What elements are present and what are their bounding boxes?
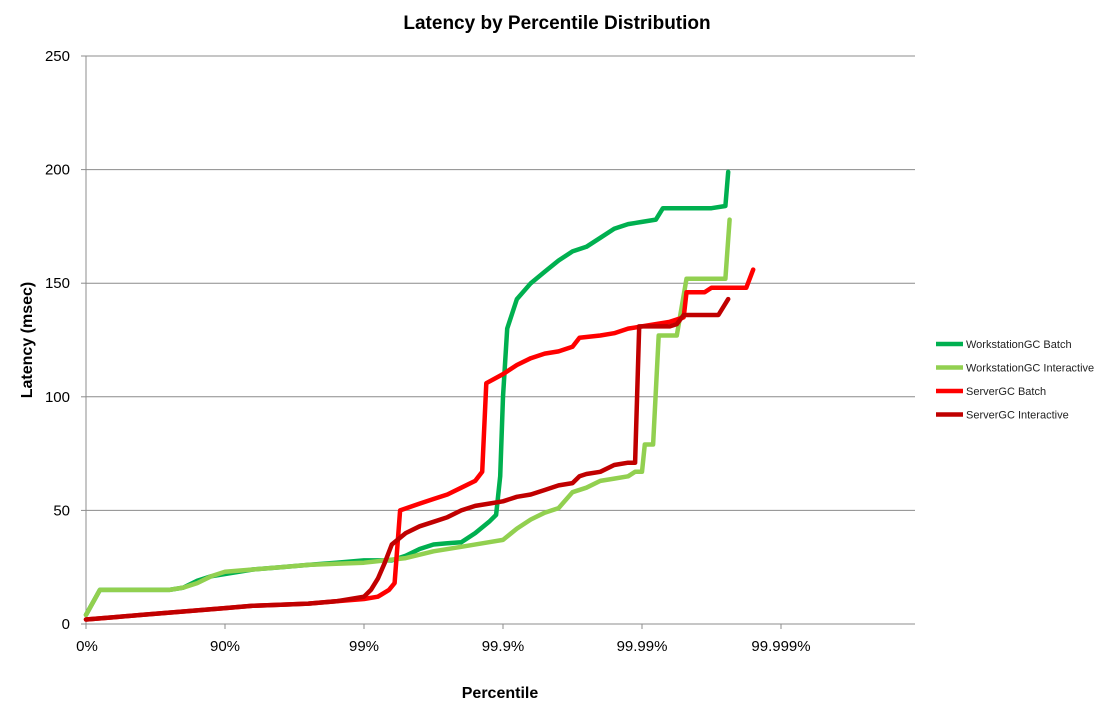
series-line [83, 296, 731, 622]
x-tick-label: 90% [210, 638, 240, 655]
x-tick-label: 99.99% [617, 638, 668, 655]
x-axis-title: Percentile [462, 685, 539, 702]
chart-title: Latency by Percentile Distribution [403, 13, 710, 34]
axes: 0% 90% 99% 99.9% 99.99% 99.999% [76, 55, 915, 655]
series-line [83, 169, 731, 618]
y-tick-label: 0 [62, 616, 70, 633]
legend-label: ServerGC Batch [966, 386, 1046, 398]
x-tick-label: 99% [349, 638, 379, 655]
x-tick-label: 0% [76, 638, 98, 655]
series-line [83, 217, 732, 618]
legend-label: ServerGC Interactive [966, 410, 1069, 422]
x-tick-label: 99.999% [751, 638, 810, 655]
series-lines [83, 169, 756, 622]
y-tick-label: 50 [53, 502, 70, 519]
y-axis-title: Latency (msec) [19, 282, 36, 399]
gridlines: 0 50 100 150 200 250 [45, 48, 915, 633]
y-tick-label: 250 [45, 48, 70, 65]
y-tick-label: 100 [45, 389, 70, 406]
y-tick-label: 150 [45, 275, 70, 292]
x-tick-label: 99.9% [482, 638, 525, 655]
y-tick-label: 200 [45, 162, 70, 179]
legend: WorkstationGC Batch WorkstationGC Interac… [936, 339, 1094, 422]
legend-label: WorkstationGC Batch [966, 339, 1072, 351]
legend-label: WorkstationGC Interactive [966, 363, 1094, 375]
